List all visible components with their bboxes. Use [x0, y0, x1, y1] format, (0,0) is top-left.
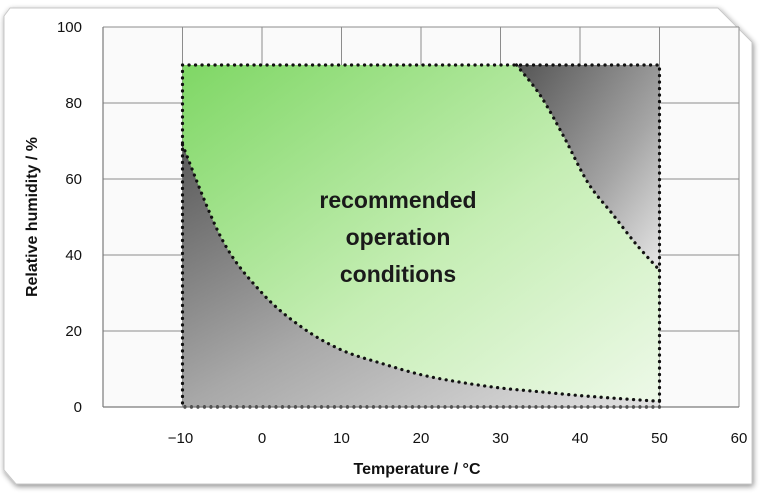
x-tick-label: 10 [333, 430, 350, 447]
region-annotation: recommended operation conditions [319, 187, 476, 287]
y-tick-label: 80 [65, 95, 82, 112]
y-tick-labels: 0 20 40 60 80 100 [57, 19, 82, 416]
x-tick-label: 50 [651, 430, 668, 447]
plot-area [102, 26, 740, 409]
annotation-line-1: recommended [319, 187, 476, 213]
x-tick-label: 0 [258, 430, 266, 447]
x-tick-label: 60 [731, 430, 748, 447]
upper-boundary-line [514, 63, 662, 272]
high-temp-humidity-region [516, 65, 660, 271]
axis-lines [102, 27, 739, 408]
annotation-line-2: operation [346, 224, 451, 250]
y-tick-label: 20 [65, 323, 82, 340]
x-tick-label: −10 [168, 430, 193, 447]
y-axis-title: Relative humidity / % [24, 137, 41, 297]
x-tick-label: 20 [413, 430, 430, 447]
x-tick-label: 30 [492, 430, 509, 447]
low-humidity-region [182, 144, 660, 408]
y-tick-label: 100 [57, 19, 82, 36]
y-tick-label: 0 [74, 399, 82, 416]
y-tick-label: 40 [65, 247, 82, 264]
annotation-line-3: conditions [340, 261, 456, 287]
x-tick-labels: −10 0 10 20 30 40 50 60 [168, 430, 748, 447]
x-axis-title: Temperature / °C [353, 461, 480, 478]
y-tick-label: 60 [65, 171, 82, 188]
boundaries [180, 63, 662, 409]
x-tick-label: 40 [572, 430, 589, 447]
regions [182, 65, 660, 408]
